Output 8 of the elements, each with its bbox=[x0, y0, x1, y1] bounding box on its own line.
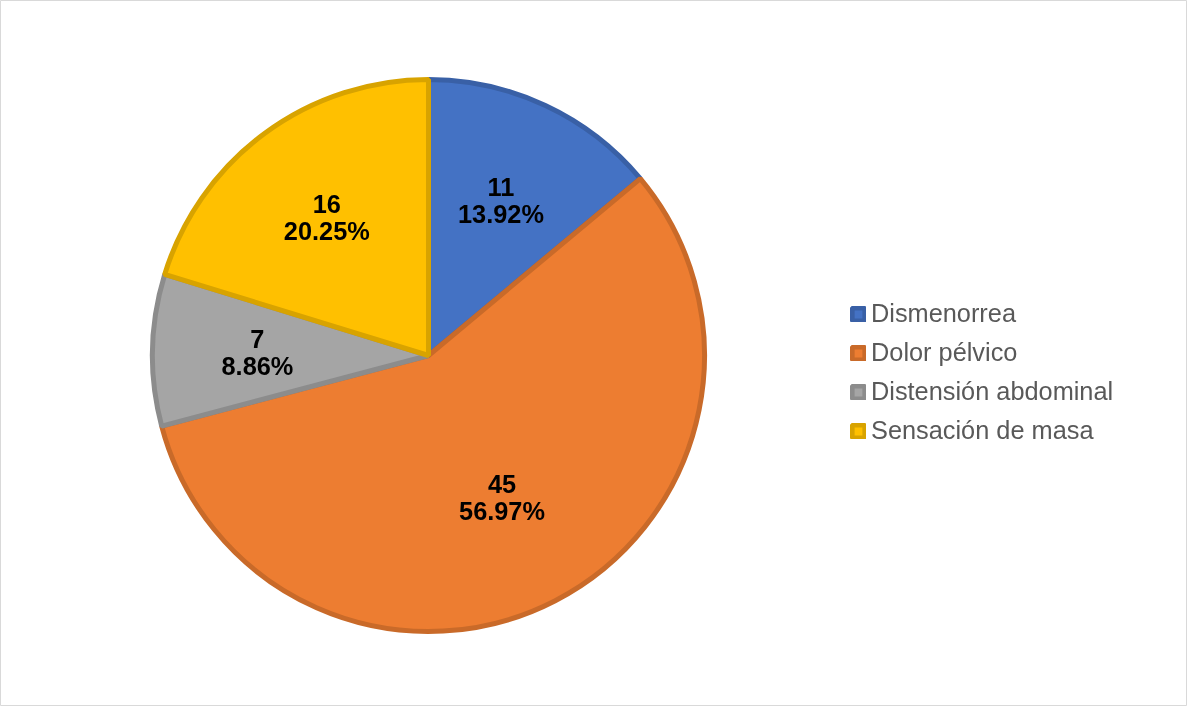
legend-label: Dolor pélvico bbox=[871, 338, 1018, 367]
data-label: 45 56.97% bbox=[459, 470, 545, 526]
data-label: 7 8.86% bbox=[221, 324, 294, 380]
legend-label: Dismenorrea bbox=[871, 299, 1016, 328]
legend-label: Distensión abdominal bbox=[871, 377, 1114, 406]
data-label: 11 13.92% bbox=[458, 172, 544, 228]
legend-label: Sensación de masa bbox=[871, 416, 1094, 445]
data-label: 16 20.25% bbox=[283, 190, 370, 246]
